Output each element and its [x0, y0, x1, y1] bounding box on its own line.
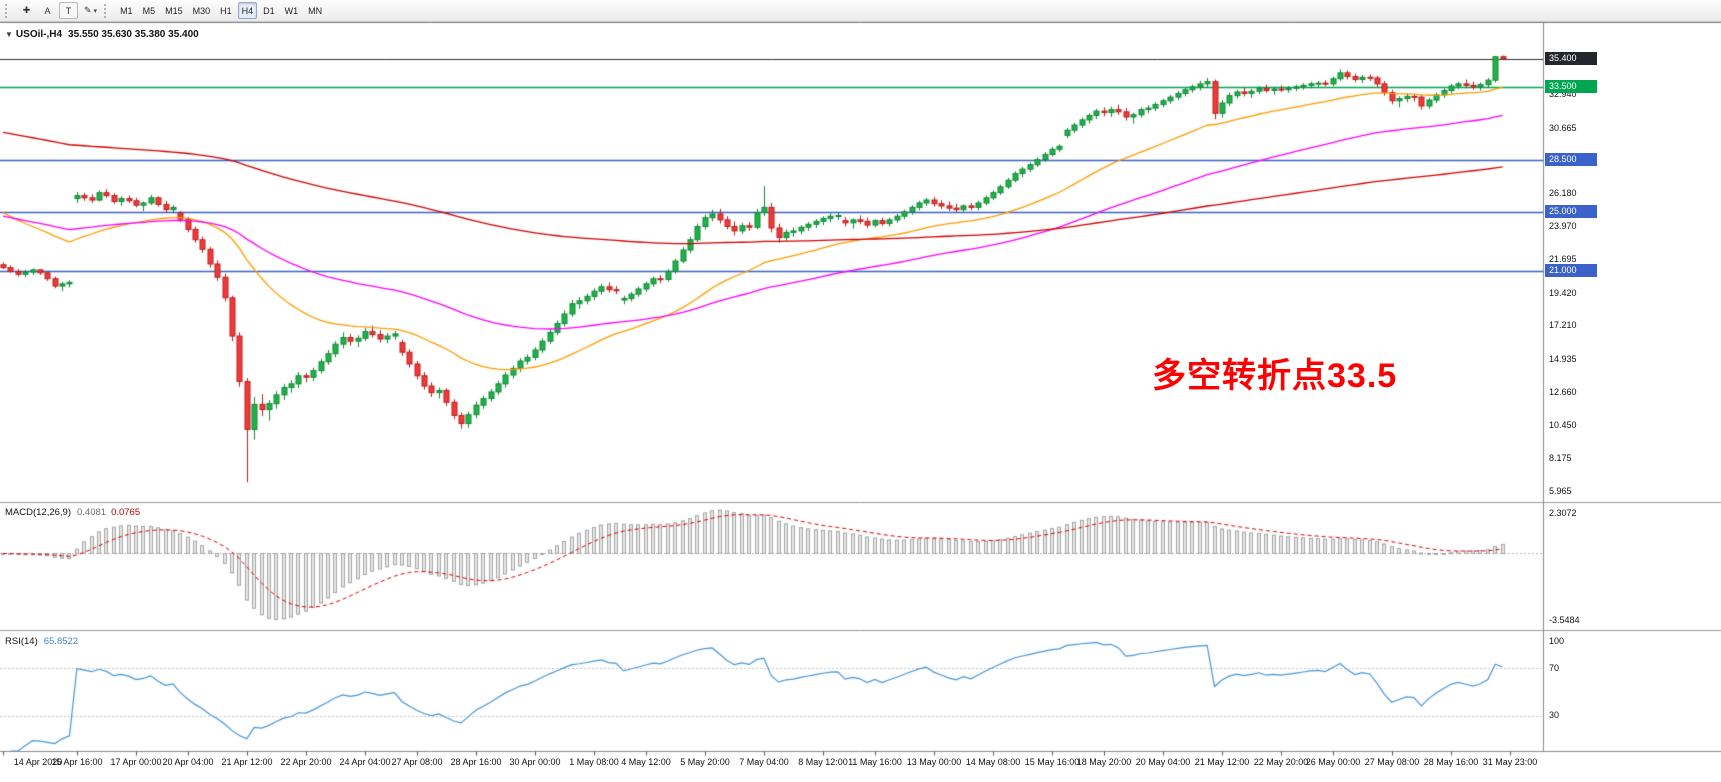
macd-name: MACD(12,26,9): [5, 507, 71, 518]
ohlc-values: 35.550 35.630 35.380 35.400: [68, 29, 199, 40]
crosshair-tool-button[interactable]: ✚: [17, 2, 36, 19]
price-chart-canvas[interactable]: [0, 22, 1721, 782]
macd-scale-min: -3.5484: [1549, 615, 1580, 625]
rsi-value: 65.8522: [43, 636, 79, 647]
chevron-down-icon: ▾: [93, 7, 98, 15]
toolbar-grip[interactable]: [104, 3, 109, 18]
rsi-scale-30: 30: [1549, 710, 1560, 720]
macd-main-value: 0.4081: [77, 507, 107, 518]
macd-indicator-label: MACD(12,26,9) 0.4081 0.0765: [5, 507, 140, 518]
rsi-indicator-label: RSI(14) 65.8522: [5, 636, 78, 647]
macd-scale-max: 2.3072: [1549, 508, 1577, 518]
timeframe-h1-button[interactable]: H1: [216, 2, 236, 19]
macd-signal-value: 0.0765: [111, 507, 141, 518]
text-tool-button[interactable]: A: [38, 2, 57, 19]
pencil-icon: ✎: [84, 5, 92, 15]
rsi-scale-70: 70: [1549, 663, 1560, 673]
annotation-text: 多空转折点33.5: [1152, 357, 1398, 395]
timeframe-d1-button[interactable]: D1: [259, 2, 279, 19]
timeframe-m1-button[interactable]: M1: [116, 2, 137, 19]
one-click-trading-icon[interactable]: ▼: [5, 30, 13, 39]
rsi-scale-100: 100: [1549, 636, 1565, 646]
symbol-timeframe-label: USOil-,H4: [15, 29, 63, 40]
toolbar: ✚ A T ✎ ▾ M1 M5 M15 M30 H1 H4 D1 W1 MN: [0, 0, 1721, 22]
rsi-name: RSI(14): [5, 636, 38, 647]
timeframe-mn-button[interactable]: MN: [304, 2, 326, 19]
timeframe-h4-button[interactable]: H4: [237, 2, 258, 19]
chart-title: ▼ USOil-,H4 35.550 35.630 35.380 35.400: [5, 29, 199, 40]
timeframe-m15-button[interactable]: M15: [161, 2, 187, 19]
timeframe-w1-button[interactable]: W1: [281, 2, 303, 19]
toolbar-grip[interactable]: [5, 3, 10, 18]
timeframe-m5-button[interactable]: M5: [139, 2, 160, 19]
text-label-tool-button[interactable]: T: [59, 2, 78, 19]
draw-tools-button[interactable]: ✎ ▾: [80, 2, 101, 19]
timeframe-m30-button[interactable]: M30: [189, 2, 215, 19]
